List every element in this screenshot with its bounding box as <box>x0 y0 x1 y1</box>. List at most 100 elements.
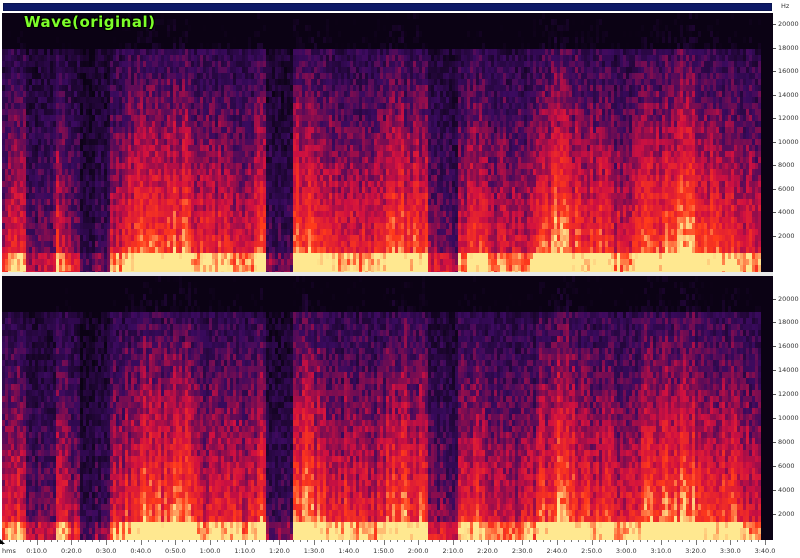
frequency-tick-label: 20000 <box>778 20 799 28</box>
time-tick <box>334 540 336 542</box>
time-tick-label: 2:20.0 <box>477 547 498 555</box>
time-tick <box>432 540 434 542</box>
time-tick-label: 0:40.0 <box>130 547 151 555</box>
time-tick <box>591 540 593 545</box>
time-tick <box>716 540 718 542</box>
time-tick <box>577 540 579 542</box>
time-tick <box>217 540 219 542</box>
frequency-tick <box>773 118 776 120</box>
time-tick <box>133 540 135 542</box>
frequency-tick-label: 8000 <box>778 438 795 446</box>
time-tick-label: 1:10.0 <box>234 547 255 555</box>
frequency-tick <box>773 514 776 516</box>
time-tick <box>730 540 732 545</box>
time-tick-label: 1:50.0 <box>373 547 394 555</box>
spectrogram-channel-right[interactable] <box>2 276 773 540</box>
time-tick <box>702 540 704 542</box>
time-tick <box>265 540 267 542</box>
time-tick <box>154 540 156 542</box>
frequency-tick <box>773 370 776 372</box>
time-unit-label: hms <box>2 547 16 555</box>
playhead-marker-icon[interactable] <box>0 539 5 544</box>
time-tick <box>709 540 711 542</box>
time-tick <box>362 540 364 542</box>
time-tick <box>765 540 766 545</box>
frequency-tick-label: 16000 <box>778 67 799 75</box>
overview-scrollbar[interactable] <box>2 2 773 12</box>
time-tick <box>223 540 225 542</box>
time-tick <box>15 540 17 542</box>
frequency-tick-label: 14000 <box>778 366 799 374</box>
frequency-axis-left: Hz 20000 18000 16000 14000 12000 10000 8000 600… <box>773 0 800 274</box>
time-tick <box>543 540 545 542</box>
time-tick <box>660 540 662 545</box>
frequency-tick <box>773 442 776 444</box>
spectrogram-right-canvas[interactable] <box>2 276 773 540</box>
time-tick <box>695 540 697 545</box>
overview-thumb[interactable] <box>4 4 771 10</box>
time-tick <box>112 540 114 542</box>
time-tick <box>272 540 274 542</box>
time-tick <box>29 540 31 542</box>
time-tick <box>126 540 128 542</box>
time-tick <box>459 540 461 542</box>
time-tick <box>626 540 628 545</box>
time-tick <box>723 540 725 542</box>
time-tick <box>71 540 73 545</box>
time-tick <box>418 540 420 545</box>
frequency-tick <box>773 47 776 49</box>
time-tick-label: 1:30.0 <box>304 547 325 555</box>
frequency-axis-right: 20000 18000 16000 14000 12000 10000 8000 6000 40… <box>773 274 800 540</box>
frequency-tick <box>773 394 776 396</box>
time-tick <box>515 540 517 542</box>
channel-divider[interactable] <box>2 272 773 276</box>
time-tick-label: 2:00.0 <box>408 547 429 555</box>
time-tick <box>640 540 642 542</box>
time-tick <box>452 540 454 545</box>
time-tick <box>667 540 669 542</box>
time-tick <box>758 540 760 542</box>
time-tick <box>251 540 253 542</box>
time-tick <box>106 540 108 545</box>
time-tick <box>744 540 746 542</box>
time-tick <box>341 540 343 542</box>
time-tick <box>570 540 572 542</box>
time-tick <box>99 540 101 542</box>
time-tick <box>210 540 212 545</box>
time-ruler[interactable]: hms 0:10.0 0:20.0 0:30.0 0:40.0 0:50.0 1:00.0… <box>0 540 800 558</box>
frequency-tick-label: 4000 <box>778 208 795 216</box>
time-tick <box>508 540 510 542</box>
time-tick-label: 2:40.0 <box>547 547 568 555</box>
spectrogram-left-canvas[interactable] <box>2 13 773 272</box>
time-tick <box>473 540 475 542</box>
time-tick <box>654 540 656 542</box>
spectrogram-channel-left[interactable] <box>2 13 773 272</box>
time-tick <box>480 540 482 542</box>
time-tick <box>390 540 392 542</box>
frequency-tick-label: 10000 <box>778 138 799 146</box>
time-tick <box>92 540 94 542</box>
frequency-tick <box>773 322 776 324</box>
wave-title: Wave(original) <box>24 13 155 31</box>
time-tick <box>328 540 329 542</box>
time-tick <box>605 540 607 542</box>
time-tick <box>619 540 621 542</box>
time-tick <box>8 540 10 542</box>
time-tick <box>633 540 635 542</box>
time-tick <box>286 540 288 542</box>
frequency-tick-label: 6000 <box>778 462 795 470</box>
time-tick <box>78 540 80 542</box>
frequency-tick <box>773 298 776 300</box>
time-tick-label: 3:00.0 <box>616 547 637 555</box>
time-tick-label: 1:20.0 <box>269 547 290 555</box>
time-tick <box>466 540 468 542</box>
time-tick <box>549 540 551 542</box>
frequency-tick-label: 6000 <box>778 185 795 193</box>
frequency-tick-label: 20000 <box>778 295 799 303</box>
time-tick <box>50 540 52 542</box>
time-tick <box>501 540 503 542</box>
time-tick <box>140 540 142 545</box>
time-tick-label: 2:30.0 <box>512 547 533 555</box>
frequency-tick <box>773 418 776 420</box>
time-tick <box>147 540 149 542</box>
